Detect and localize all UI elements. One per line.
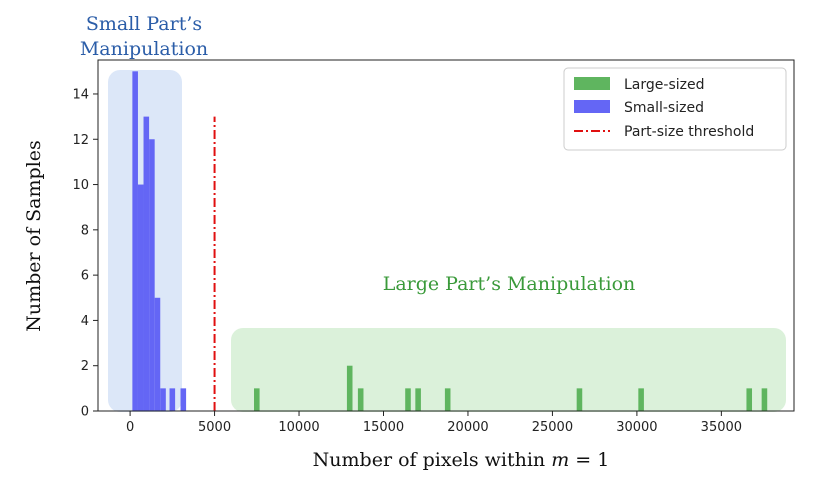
small-part-label: Small Part’s: [86, 13, 202, 35]
y-tick-label: 12: [72, 133, 89, 148]
large-sized-bar: [254, 388, 260, 411]
large-sized-bar: [576, 388, 583, 411]
x-tick-label: 30000: [616, 420, 657, 435]
y-axis-title: Number of Samples: [23, 140, 45, 332]
small-sized-bar: [154, 297, 161, 411]
small-sized-bar: [180, 388, 187, 411]
x-tick-label: 20000: [447, 420, 488, 435]
y-tick-label: 4: [81, 314, 89, 329]
plot-frame: [97, 59, 795, 412]
large-sized-bar: [405, 388, 411, 411]
large-part-region: [231, 328, 786, 412]
y-tick-label: 8: [81, 223, 89, 238]
x-tick-label: 25000: [532, 420, 573, 435]
x-tick-label: 10000: [278, 420, 319, 435]
large-sized-bar: [415, 388, 421, 411]
legend: Large-sized Small-sized Part-size thresh…: [563, 67, 787, 151]
small-part-label-line2: Manipulation: [80, 38, 208, 60]
large-sized-bar: [638, 388, 644, 411]
x-tick-label: 5000: [198, 420, 231, 435]
x-tick-label: 0: [126, 420, 134, 435]
x-tick-label: 15000: [363, 420, 404, 435]
large-sized-bar: [444, 388, 451, 411]
y-tick-label: 14: [72, 87, 89, 102]
legend-swatch-small: [574, 100, 610, 113]
x-axis-ticks: 0 5000 10000 15000 20000 25000 30000 35000: [126, 411, 742, 435]
legend-swatch-large: [574, 77, 610, 90]
large-part-label: Large Part’s Manipulation: [383, 273, 636, 295]
y-tick-label: 2: [81, 359, 89, 374]
legend-label-threshold: Part-size threshold: [624, 124, 754, 140]
small-sized-bar: [169, 388, 176, 411]
legend-box: [563, 67, 787, 151]
small-sized-bar: [143, 116, 150, 411]
small-sized-bar: [137, 184, 144, 411]
legend-label-small: Small-sized: [624, 100, 704, 116]
y-tick-label: 0: [81, 405, 89, 420]
x-tick-label: 35000: [701, 420, 742, 435]
y-tick-label: 6: [81, 269, 89, 284]
small-sized-bar: [160, 388, 166, 411]
x-axis-title: Number of pixels within m = 1: [313, 449, 610, 471]
large-sized-bar: [761, 388, 768, 411]
legend-label-large: Large-sized: [624, 77, 704, 93]
small-sized-bar: [149, 139, 155, 412]
large-sized-bar: [357, 388, 364, 411]
large-sized-bar: [746, 388, 753, 411]
bars-group: [132, 71, 768, 412]
y-tick-label: 10: [72, 178, 89, 193]
y-axis-ticks: 0 2 4 6 8 10 12 14: [72, 87, 98, 420]
small-sized-bar: [132, 71, 138, 412]
large-sized-bar: [346, 365, 353, 411]
